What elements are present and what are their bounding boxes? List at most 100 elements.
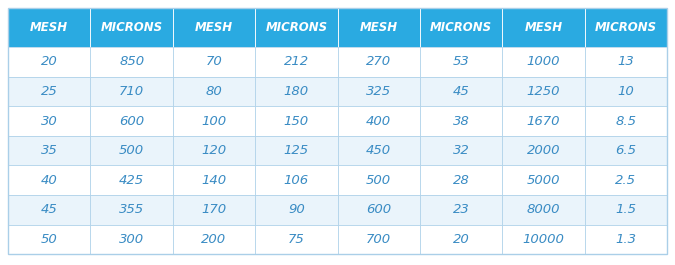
- Bar: [420, 47, 502, 77]
- Text: MICRONS: MICRONS: [265, 21, 327, 34]
- Bar: [338, 47, 420, 77]
- Text: MICRONS: MICRONS: [595, 21, 657, 34]
- Text: 40: 40: [41, 174, 57, 187]
- Bar: [90, 47, 173, 77]
- Text: 8.5: 8.5: [615, 114, 637, 127]
- Text: 1250: 1250: [526, 85, 560, 98]
- Bar: [173, 165, 255, 195]
- Text: 45: 45: [41, 204, 57, 217]
- Bar: [338, 225, 420, 254]
- Text: MESH: MESH: [524, 21, 562, 34]
- Text: 500: 500: [119, 144, 144, 157]
- Text: MESH: MESH: [360, 21, 398, 34]
- Text: 600: 600: [366, 204, 392, 217]
- Bar: [8, 8, 90, 47]
- Text: 1670: 1670: [526, 114, 560, 127]
- Text: 25: 25: [41, 85, 57, 98]
- Bar: [90, 225, 173, 254]
- Text: 450: 450: [366, 144, 392, 157]
- Text: 32: 32: [453, 144, 469, 157]
- Bar: [90, 106, 173, 136]
- Text: MESH: MESH: [30, 21, 68, 34]
- Bar: [90, 8, 173, 47]
- Text: 710: 710: [119, 85, 144, 98]
- Text: 400: 400: [366, 114, 392, 127]
- Text: 355: 355: [119, 204, 144, 217]
- Bar: [420, 106, 502, 136]
- Text: 106: 106: [284, 174, 309, 187]
- Bar: [8, 195, 90, 225]
- Text: 2.5: 2.5: [615, 174, 637, 187]
- Text: 600: 600: [119, 114, 144, 127]
- Bar: [90, 77, 173, 106]
- Bar: [502, 165, 585, 195]
- Bar: [502, 225, 585, 254]
- Text: 425: 425: [119, 174, 144, 187]
- Bar: [173, 225, 255, 254]
- Text: 270: 270: [366, 55, 392, 68]
- Text: 28: 28: [453, 174, 469, 187]
- Bar: [255, 165, 338, 195]
- Bar: [420, 136, 502, 165]
- Text: 100: 100: [201, 114, 227, 127]
- Bar: [8, 225, 90, 254]
- Text: 13: 13: [618, 55, 634, 68]
- Text: 35: 35: [41, 144, 57, 157]
- Text: 8000: 8000: [526, 204, 560, 217]
- Bar: [173, 8, 255, 47]
- Bar: [502, 136, 585, 165]
- Bar: [420, 225, 502, 254]
- Text: 75: 75: [288, 233, 304, 246]
- Text: 20: 20: [453, 233, 469, 246]
- Bar: [255, 136, 338, 165]
- Bar: [8, 47, 90, 77]
- Text: 120: 120: [201, 144, 227, 157]
- Text: MICRONS: MICRONS: [430, 21, 492, 34]
- Bar: [502, 8, 585, 47]
- Text: 50: 50: [41, 233, 57, 246]
- Text: 500: 500: [366, 174, 392, 187]
- Text: 30: 30: [41, 114, 57, 127]
- Text: 10: 10: [618, 85, 634, 98]
- Bar: [502, 195, 585, 225]
- Bar: [8, 77, 90, 106]
- Text: 300: 300: [119, 233, 144, 246]
- Bar: [585, 225, 667, 254]
- Bar: [255, 106, 338, 136]
- Bar: [420, 8, 502, 47]
- Text: 325: 325: [366, 85, 392, 98]
- Text: 212: 212: [284, 55, 309, 68]
- Bar: [173, 136, 255, 165]
- Bar: [173, 77, 255, 106]
- Bar: [255, 77, 338, 106]
- Text: 38: 38: [453, 114, 469, 127]
- Bar: [585, 8, 667, 47]
- Text: 45: 45: [453, 85, 469, 98]
- Bar: [502, 77, 585, 106]
- Text: 140: 140: [201, 174, 227, 187]
- Bar: [502, 106, 585, 136]
- Text: 5000: 5000: [526, 174, 560, 187]
- Text: 10000: 10000: [522, 233, 564, 246]
- Text: 850: 850: [119, 55, 144, 68]
- Text: 1.3: 1.3: [615, 233, 637, 246]
- Bar: [585, 165, 667, 195]
- Bar: [8, 136, 90, 165]
- Bar: [502, 47, 585, 77]
- Bar: [338, 77, 420, 106]
- Text: 180: 180: [284, 85, 309, 98]
- Text: 70: 70: [206, 55, 222, 68]
- Text: 53: 53: [453, 55, 469, 68]
- Bar: [90, 165, 173, 195]
- Text: 125: 125: [284, 144, 309, 157]
- Bar: [255, 195, 338, 225]
- Bar: [90, 195, 173, 225]
- Bar: [338, 106, 420, 136]
- Text: 2000: 2000: [526, 144, 560, 157]
- Text: 1.5: 1.5: [615, 204, 637, 217]
- Text: 150: 150: [284, 114, 309, 127]
- Bar: [585, 195, 667, 225]
- Bar: [585, 77, 667, 106]
- Text: MESH: MESH: [195, 21, 233, 34]
- Bar: [420, 165, 502, 195]
